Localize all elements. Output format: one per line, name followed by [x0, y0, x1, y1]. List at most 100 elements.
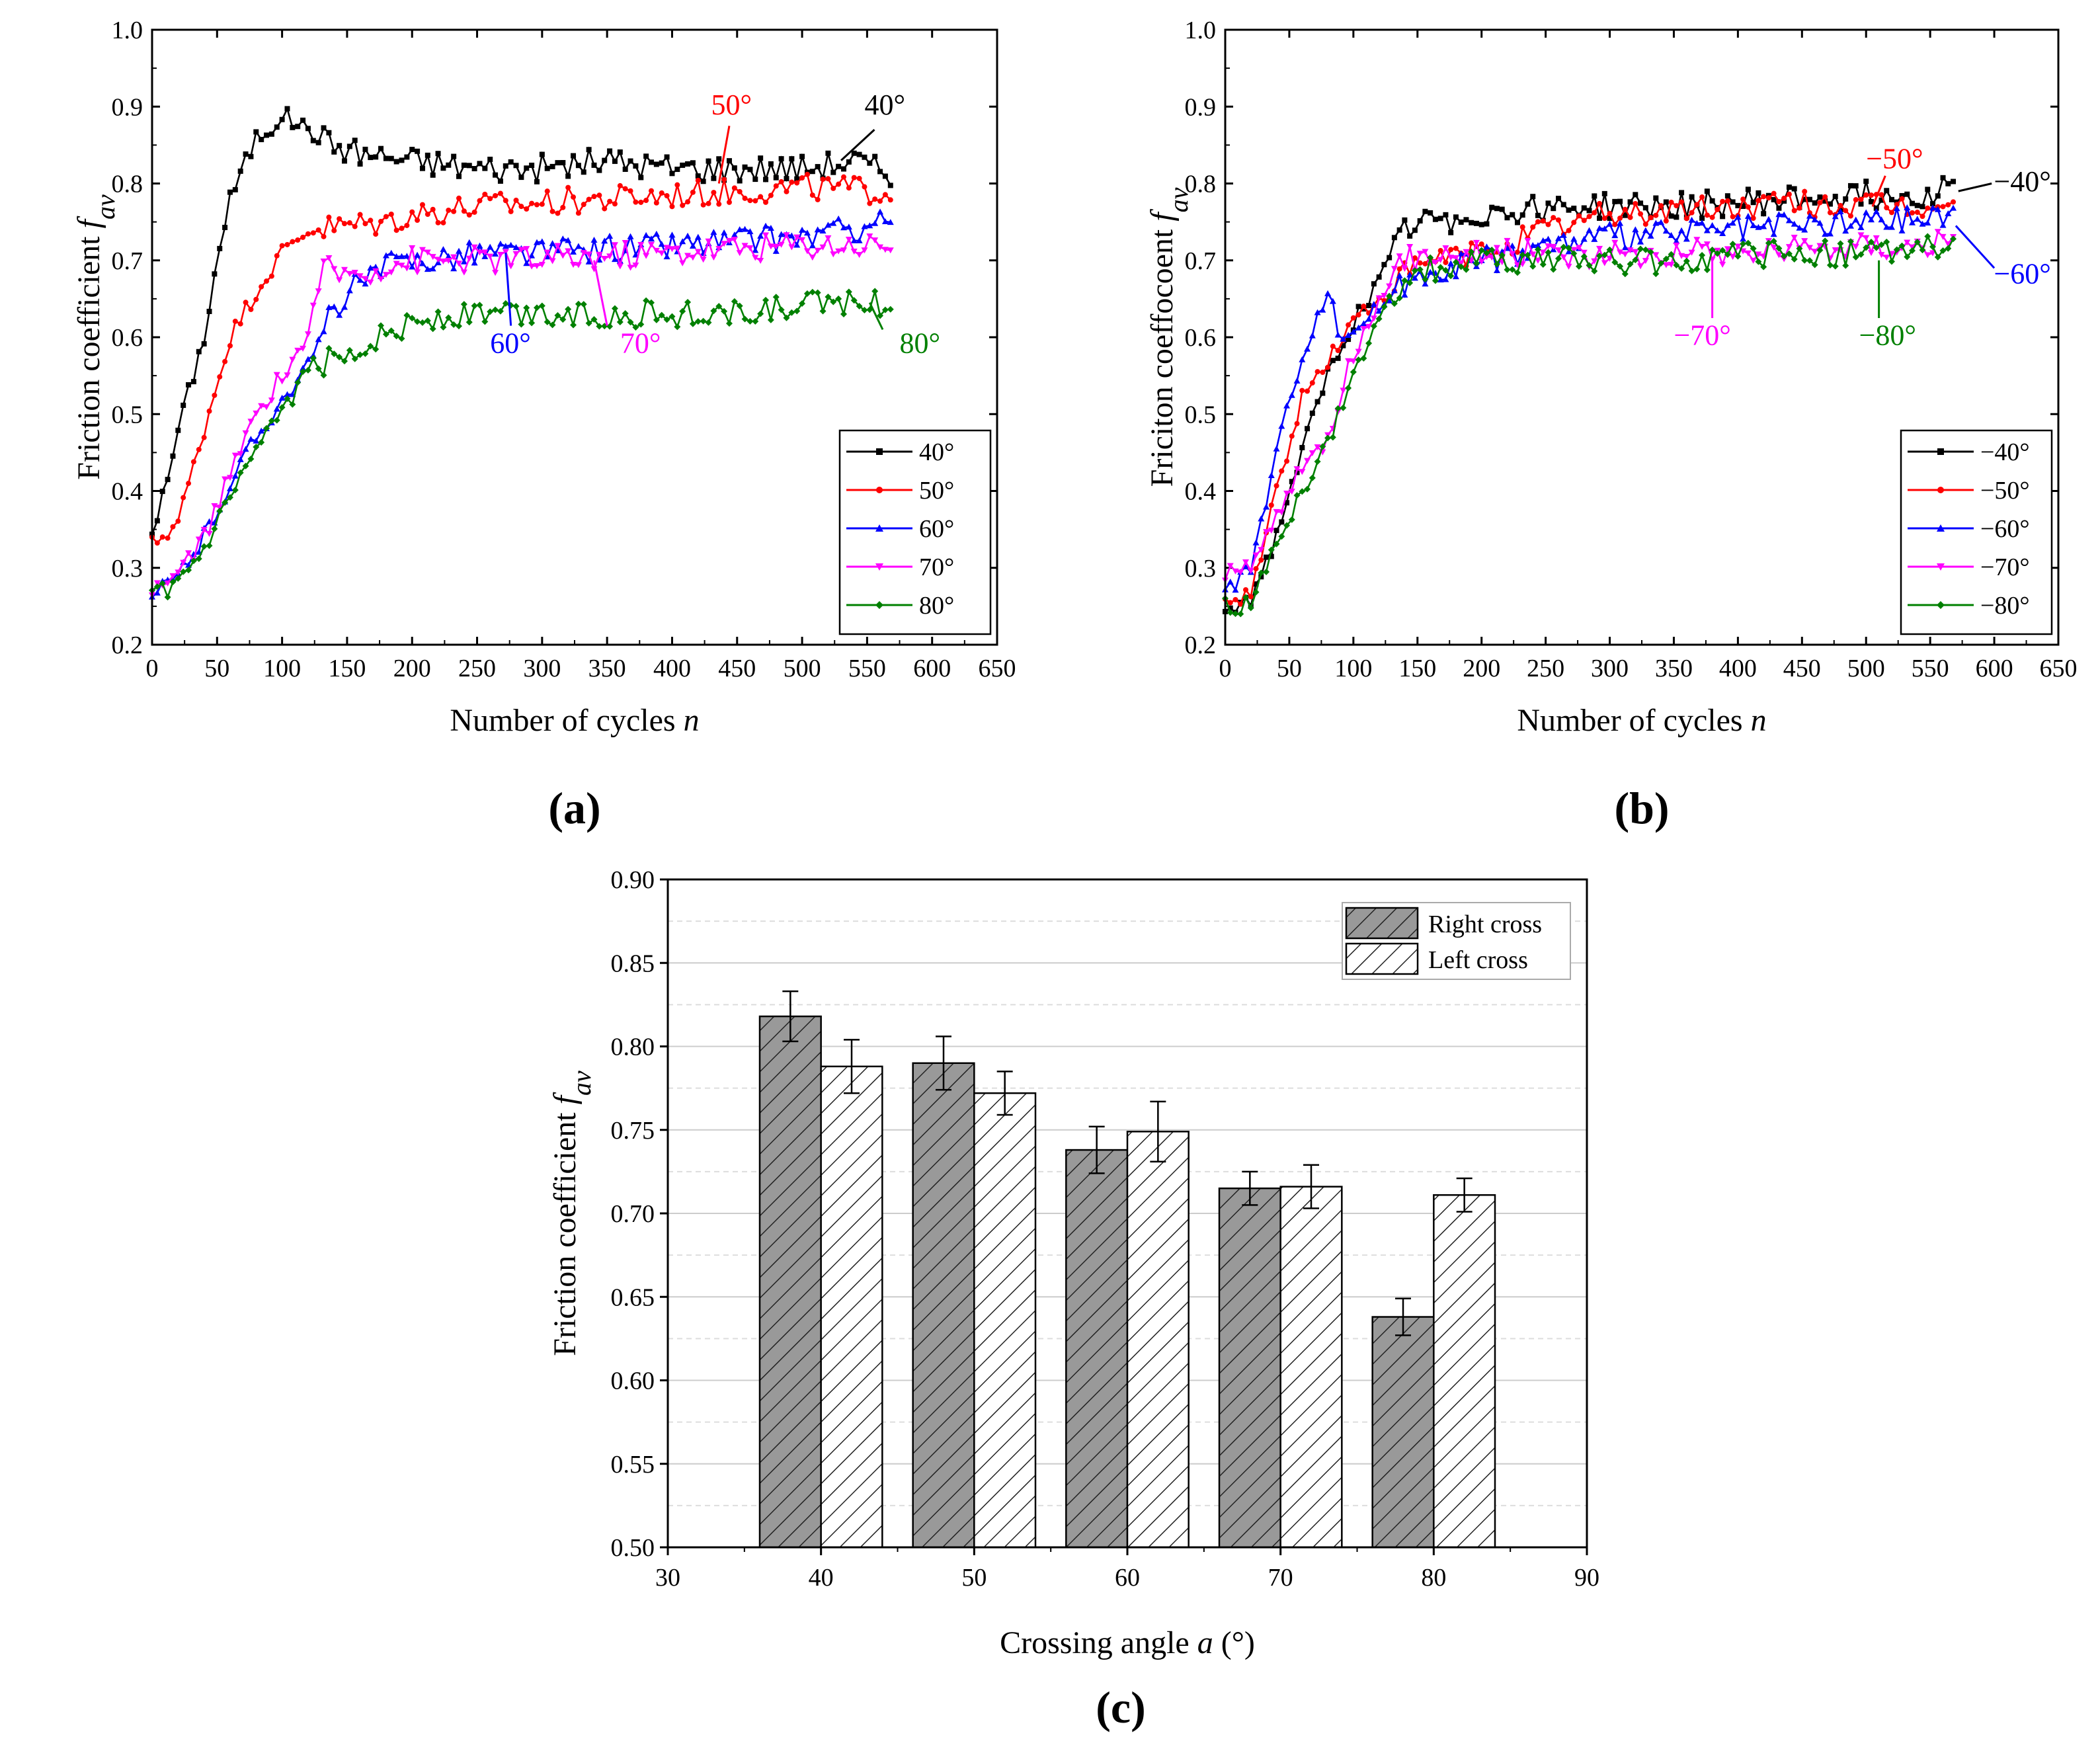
- data-marker: [721, 177, 727, 183]
- data-marker: [1811, 249, 1818, 255]
- data-marker: [825, 294, 832, 301]
- x-tick-label: 0: [146, 655, 159, 682]
- data-marker: [429, 325, 436, 333]
- data-marker: [1740, 235, 1747, 242]
- data-marker: [523, 246, 530, 253]
- data-marker: [690, 189, 696, 195]
- x-tick-label: 350: [588, 655, 626, 682]
- data-marker: [788, 244, 795, 251]
- data-marker: [222, 224, 228, 230]
- data-marker: [222, 499, 229, 506]
- bar-left-cross: [1433, 1194, 1496, 1549]
- data-marker: [440, 165, 446, 171]
- data-marker: [1796, 224, 1803, 231]
- data-marker: [653, 200, 659, 206]
- data-marker: [268, 131, 274, 137]
- data-marker: [300, 234, 306, 240]
- data-marker: [153, 580, 161, 587]
- data-marker: [1447, 260, 1455, 266]
- data-marker: [534, 179, 540, 184]
- data-marker: [663, 245, 670, 251]
- data-marker: [1447, 255, 1455, 261]
- data-marker: [1724, 222, 1731, 228]
- data-marker: [1750, 222, 1757, 229]
- data-marker: [721, 229, 728, 235]
- data-marker: [415, 148, 421, 154]
- data-marker: [181, 402, 186, 408]
- legend-label: Right cross: [1428, 911, 1542, 938]
- data-marker: [1252, 539, 1260, 546]
- data-marker: [382, 272, 389, 278]
- data-marker: [1822, 198, 1828, 204]
- data-marker: [404, 154, 410, 160]
- data-marker: [830, 169, 836, 175]
- data-marker: [1898, 227, 1906, 233]
- data-marker: [757, 258, 764, 264]
- annotation-label: −60°: [1994, 258, 2050, 290]
- data-marker: [331, 227, 337, 233]
- data-marker: [1904, 191, 1910, 197]
- data-marker: [809, 288, 816, 296]
- data-marker: [481, 318, 489, 325]
- data-marker: [1293, 378, 1301, 384]
- data-marker: [590, 316, 598, 323]
- data-marker: [403, 265, 411, 272]
- data-marker: [279, 116, 285, 122]
- data-marker: [1740, 203, 1746, 209]
- data-marker: [356, 276, 364, 283]
- x-tick-label: 150: [1398, 655, 1436, 682]
- series-3: [149, 232, 894, 598]
- data-marker: [1539, 237, 1547, 243]
- data-marker: [768, 161, 774, 167]
- data-marker: [715, 303, 723, 310]
- data-marker: [1534, 242, 1541, 249]
- data-marker: [1883, 238, 1890, 245]
- data-marker: [170, 453, 176, 459]
- data-marker: [409, 209, 415, 215]
- data-marker: [571, 153, 577, 159]
- data-marker: [1463, 266, 1470, 273]
- data-marker: [1340, 335, 1347, 342]
- data-marker: [492, 250, 499, 257]
- data-marker: [887, 305, 894, 313]
- data-marker: [424, 249, 431, 256]
- data-marker: [1489, 204, 1495, 210]
- data-marker: [1826, 230, 1834, 237]
- data-marker: [1633, 192, 1638, 198]
- data-marker: [232, 318, 238, 324]
- annotation-arrow: [593, 260, 608, 326]
- data-marker: [1530, 224, 1536, 230]
- data-marker: [1278, 509, 1285, 516]
- data-marker: [1370, 323, 1377, 330]
- data-marker: [1740, 196, 1746, 202]
- data-marker: [684, 232, 692, 239]
- y-axis-title: Friciton coeffocoent fav: [1145, 187, 1193, 487]
- data-marker: [1607, 210, 1613, 216]
- data-marker: [575, 243, 582, 249]
- data-marker: [222, 476, 229, 483]
- legend-swatch: [1345, 907, 1419, 940]
- data-marker: [669, 204, 675, 210]
- data-marker: [663, 253, 670, 260]
- data-marker: [476, 242, 483, 249]
- data-marker: [1407, 233, 1413, 239]
- data-marker: [1591, 235, 1598, 242]
- data-marker: [493, 172, 499, 178]
- data-marker: [1386, 292, 1393, 300]
- data-marker: [1765, 216, 1772, 222]
- data-marker: [186, 481, 192, 487]
- data-marker: [1652, 252, 1660, 259]
- data-marker: [1863, 209, 1870, 216]
- data-marker: [1325, 364, 1331, 370]
- data-marker: [850, 297, 858, 304]
- y-tick-label: 1.0: [112, 17, 143, 44]
- data-marker: [216, 505, 223, 511]
- data-marker: [471, 209, 477, 215]
- data-marker: [346, 220, 352, 226]
- data-marker: [1566, 207, 1572, 213]
- data-marker: [1586, 214, 1592, 220]
- data-marker: [1658, 219, 1665, 225]
- data-marker: [512, 303, 520, 310]
- data-marker: [503, 163, 508, 169]
- data-marker: [1806, 245, 1813, 251]
